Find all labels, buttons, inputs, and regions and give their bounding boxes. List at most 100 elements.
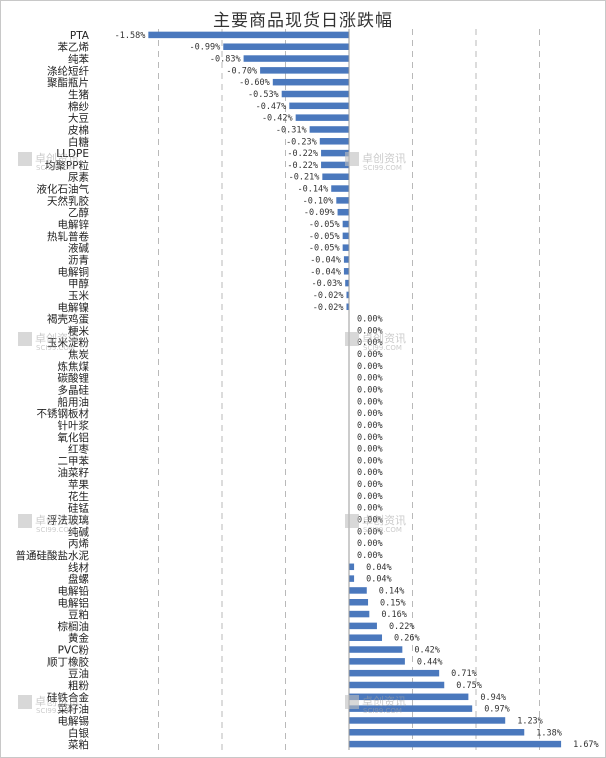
data-label: 0.44% bbox=[417, 657, 443, 667]
data-label: 0.00% bbox=[357, 350, 383, 360]
data-label: -0.05% bbox=[309, 232, 340, 242]
category-label: 二甲苯 bbox=[58, 454, 90, 467]
bar bbox=[148, 31, 349, 39]
category-label: 沥青 bbox=[68, 253, 89, 266]
bar bbox=[319, 138, 349, 145]
bar bbox=[243, 55, 349, 62]
bar bbox=[343, 256, 349, 263]
data-label: -0.23% bbox=[286, 137, 317, 147]
bar bbox=[281, 90, 349, 98]
data-label: 1.38% bbox=[536, 728, 562, 738]
data-label: -0.31% bbox=[276, 125, 307, 135]
chart-title: 主要商品现货日涨跌幅 bbox=[213, 11, 393, 31]
category-label: 油菜籽 bbox=[58, 466, 90, 479]
data-label: -1.58% bbox=[115, 31, 146, 41]
category-label: 聚酯瓶片 bbox=[47, 76, 89, 89]
data-label: -0.02% bbox=[313, 291, 344, 301]
category-label: 炼焦煤 bbox=[58, 360, 90, 373]
data-label: 0.00% bbox=[357, 386, 383, 396]
category-label: 粗粉 bbox=[68, 679, 89, 692]
category-label: 皮棉 bbox=[68, 123, 89, 136]
data-label: 0.00% bbox=[357, 338, 383, 348]
category-label: 玉米 bbox=[68, 289, 89, 302]
category-label: 多晶硅 bbox=[58, 384, 90, 397]
category-label: 焦炭 bbox=[68, 348, 89, 361]
category-label: 针叶浆 bbox=[58, 419, 90, 432]
data-label: -0.83% bbox=[210, 55, 241, 65]
bar bbox=[289, 102, 349, 110]
bar bbox=[337, 208, 349, 216]
category-label: 红枣 bbox=[68, 443, 89, 456]
category-label: 氧化铝 bbox=[58, 431, 90, 444]
category-label: 尿素 bbox=[68, 171, 89, 184]
category-label: 生猪 bbox=[68, 88, 89, 101]
category-label: 菜粕 bbox=[68, 738, 89, 751]
category-label: 苯乙烯 bbox=[58, 41, 90, 54]
data-label: -0.14% bbox=[298, 185, 329, 195]
category-label: 纯苯 bbox=[68, 53, 89, 66]
data-label: 0.00% bbox=[357, 456, 383, 466]
bar bbox=[342, 232, 349, 240]
data-label: -0.04% bbox=[310, 255, 341, 265]
data-label: 0.94% bbox=[480, 693, 506, 703]
category-label: 电解铝 bbox=[58, 596, 90, 609]
data-label: 0.97% bbox=[484, 705, 510, 715]
bar bbox=[346, 291, 349, 299]
data-label: -0.22% bbox=[287, 149, 318, 159]
bar bbox=[349, 599, 369, 606]
category-label: 电解锡 bbox=[58, 714, 90, 727]
data-label: -0.09% bbox=[304, 208, 335, 218]
category-label: 碳酸锂 bbox=[58, 372, 90, 385]
data-label: -0.02% bbox=[313, 303, 344, 313]
data-label: 0.00% bbox=[357, 326, 383, 336]
category-label: PTA bbox=[70, 30, 90, 42]
data-label: 0.00% bbox=[357, 527, 383, 537]
category-label: 热轧普卷 bbox=[47, 230, 89, 243]
category-label: 豆油 bbox=[68, 667, 89, 680]
category-label: 线材 bbox=[68, 561, 89, 574]
category-label: 豆粕 bbox=[68, 608, 89, 621]
data-label: 0.42% bbox=[414, 646, 440, 656]
category-label: 均聚PP粒 bbox=[45, 159, 90, 172]
bar bbox=[260, 67, 349, 74]
data-label: 0.16% bbox=[381, 610, 407, 620]
category-label: 粳米 bbox=[68, 324, 89, 337]
data-label: 0.14% bbox=[379, 586, 405, 596]
bar bbox=[349, 634, 383, 641]
data-label: 0.75% bbox=[456, 681, 482, 691]
data-label: 0.15% bbox=[380, 598, 406, 608]
bar bbox=[272, 78, 349, 86]
bar bbox=[321, 161, 349, 169]
data-label: 0.00% bbox=[357, 504, 383, 514]
category-label: 涤纶短纤 bbox=[47, 64, 89, 77]
category-label: 棕榈油 bbox=[58, 620, 90, 633]
data-label: 0.00% bbox=[357, 551, 383, 561]
bar bbox=[346, 303, 349, 311]
data-label: 0.00% bbox=[357, 433, 383, 443]
bar bbox=[349, 740, 562, 748]
bar bbox=[349, 646, 403, 653]
data-label: 0.00% bbox=[357, 539, 383, 549]
bar bbox=[342, 244, 349, 251]
category-label: 电解铅 bbox=[58, 584, 90, 597]
data-label: 0.00% bbox=[357, 480, 383, 490]
category-label: 电解铜 bbox=[58, 265, 90, 278]
category-label: 甲醇 bbox=[68, 277, 89, 290]
data-label: 1.67% bbox=[573, 740, 599, 750]
bar bbox=[349, 610, 370, 618]
bar bbox=[309, 126, 349, 133]
data-label: 1.23% bbox=[517, 716, 543, 726]
category-label: 盘螺 bbox=[68, 573, 89, 586]
data-label: 0.00% bbox=[357, 445, 383, 455]
bar bbox=[322, 173, 349, 180]
data-label: 0.71% bbox=[451, 669, 477, 679]
category-label: 苹果 bbox=[68, 478, 89, 491]
bar bbox=[336, 197, 349, 204]
bar bbox=[349, 622, 377, 630]
data-label: -0.60% bbox=[239, 78, 270, 88]
category-label: 褐壳鸡蛋 bbox=[47, 313, 89, 326]
data-label: -0.47% bbox=[256, 102, 287, 112]
category-label: 液化石油气 bbox=[37, 183, 90, 196]
data-label: -0.05% bbox=[309, 244, 340, 254]
